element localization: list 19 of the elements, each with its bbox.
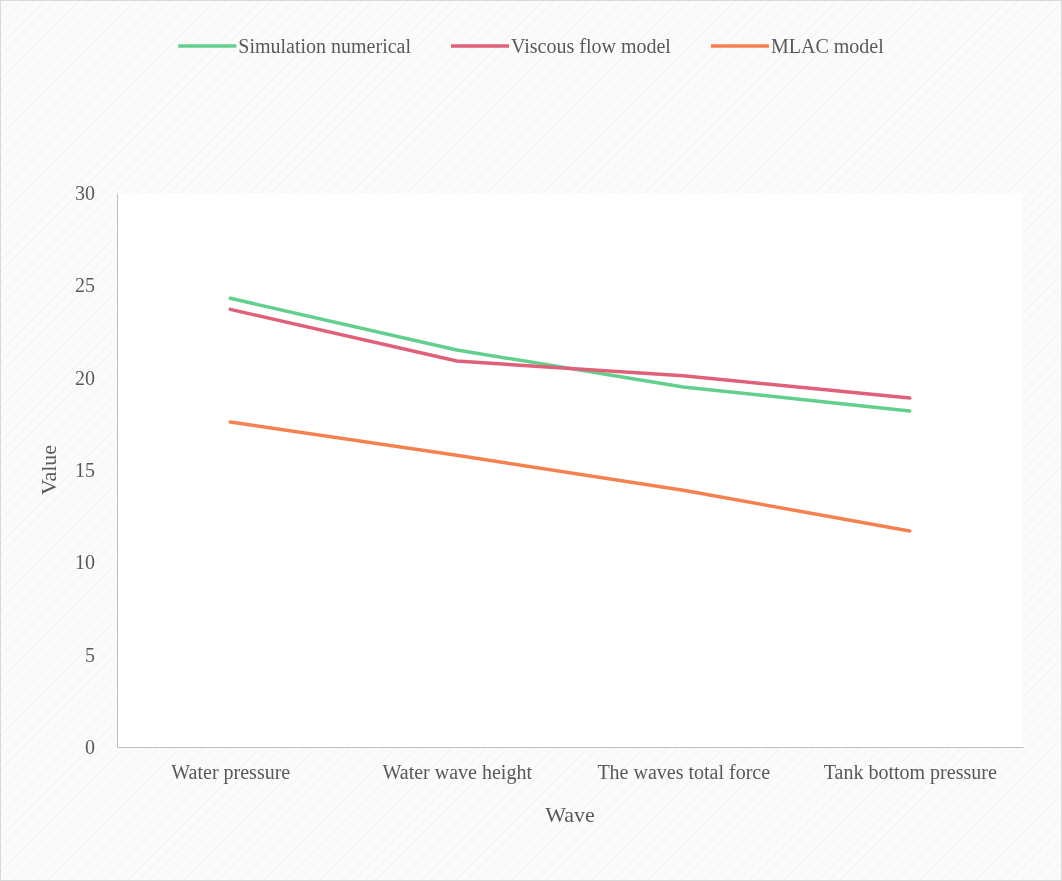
legend-label: Viscous flow model [511,35,672,57]
line-series [228,307,912,400]
legend-label: Simulation numerical [238,35,412,57]
x-tick-label: Water wave height [382,761,533,785]
x-tick-label: Tank bottom pressure [823,761,997,785]
y-axis-title: Value [36,444,61,496]
y-tick-label: 15 [75,458,95,481]
y-tick-label: 30 [75,181,95,204]
x-tick-label: Water pressure [171,761,291,785]
y-tick-label: 5 [85,643,95,666]
x-tick-label: The waves total force [597,761,771,784]
x-axis-title: Wave [545,802,595,827]
y-tick-label: 25 [75,274,95,297]
y-tick-label: 0 [85,735,95,758]
line-series [228,420,912,533]
legend-label: MLAC model [770,35,885,57]
y-tick-label: 20 [75,366,95,389]
y-tick-label: 10 [75,551,95,574]
line-series [228,296,912,413]
